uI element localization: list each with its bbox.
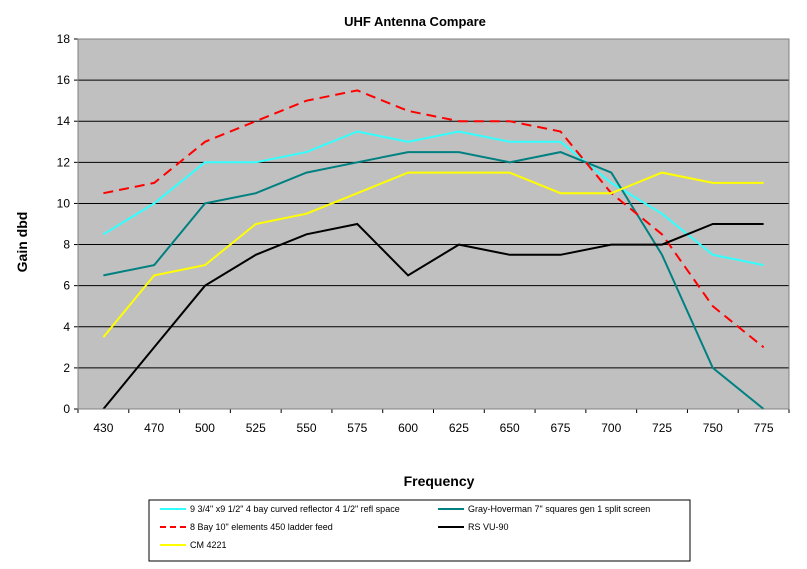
legend-box: [148, 499, 691, 562]
series-line-2: [103, 151, 765, 410]
x-tick-label: 725: [652, 421, 672, 435]
chart-title: UHF Antenna Compare: [344, 14, 486, 29]
x-tick-label: 525: [246, 421, 266, 435]
x-tick-label: 600: [398, 421, 418, 435]
x-tick-label: 625: [449, 421, 469, 435]
legend-label-5: CM 4221: [190, 540, 227, 550]
series-line-1: [102, 130, 764, 267]
x-tick-label: 500: [195, 421, 215, 435]
y-tick-label: 0: [63, 402, 70, 416]
series-lines: [102, 89, 765, 410]
legend: 9 3/4" x9 1/2" 4 bay curved reflector 4 …: [160, 504, 650, 550]
y-axis-ticks: 0 2 4 6 8 10 12 14 16 18: [57, 32, 79, 416]
series-line-4: [102, 222, 764, 410]
y-tick-label: 2: [63, 361, 70, 375]
x-tick-label: 650: [500, 421, 520, 435]
series-line-5: [102, 171, 764, 338]
y-tick-label: 12: [57, 155, 71, 169]
x-axis-title: Frequency: [404, 473, 475, 489]
y-tick-label: 18: [57, 32, 71, 46]
legend-label-4: RS VU-90: [468, 522, 509, 532]
x-tick-label: 750: [703, 421, 723, 435]
y-tick-label: 8: [63, 238, 70, 252]
x-tick-label: 550: [297, 421, 317, 435]
x-tick-label: 430: [93, 421, 113, 435]
y-tick-label: 14: [57, 114, 71, 128]
series-line-3: [103, 89, 765, 349]
y-tick-label: 10: [57, 196, 71, 210]
plot-frame: [77, 38, 790, 410]
legend-label-1: 9 3/4" x9 1/2" 4 bay curved reflector 4 …: [190, 504, 400, 514]
x-tick-label: 575: [347, 421, 367, 435]
plot-area: [78, 39, 789, 409]
x-tick-label: 470: [144, 421, 164, 435]
y-tick-label: 16: [57, 73, 71, 87]
legend-label-2: Gray-Hoverman 7" squares gen 1 split scr…: [468, 504, 650, 514]
x-tick-label: 775: [754, 421, 774, 435]
x-tick-label: 675: [550, 421, 570, 435]
legend-label-3: 8 Bay 10" elements 450 ladder feed: [190, 522, 333, 532]
y-tick-label: 6: [63, 279, 70, 293]
y-axis-title: Gain dbd: [14, 212, 30, 273]
x-tick-label: 700: [601, 421, 621, 435]
x-axis-ticks: 430 470 500 525 550 575 600 625 650 675 700 725 750 7…: [77, 408, 790, 435]
y-tick-label: 4: [63, 320, 70, 334]
